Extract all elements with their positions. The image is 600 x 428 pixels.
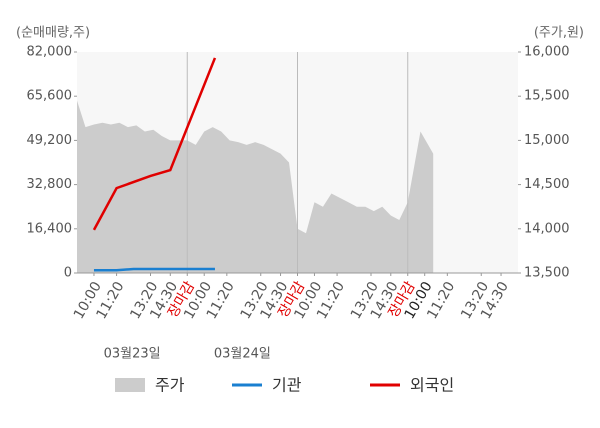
y2-tick-label: 13,500: [524, 266, 570, 281]
series-line: [92, 57, 217, 231]
y-tick-label: 49,200: [27, 133, 73, 148]
y2-tick-label: 14,000: [524, 221, 570, 236]
y2-tick-label: 16,000: [524, 45, 570, 60]
y2-tick-label: 15,000: [524, 133, 570, 148]
series-line: [93, 267, 215, 272]
date-label: 03월24일: [214, 347, 271, 362]
y-tick-label: 65,600: [27, 89, 73, 104]
y2-axis-title: (주가,원): [534, 26, 584, 41]
y2-tick-label: 15,500: [524, 89, 570, 104]
y2-tick-label: 14,500: [524, 177, 570, 192]
y-tick-label: 82,000: [27, 45, 73, 60]
legend-label: 주가: [155, 376, 185, 395]
legend-swatch: [115, 378, 145, 392]
legend-label: 기관: [272, 376, 302, 395]
legend-label: 외국인: [410, 376, 454, 395]
y-tick-label: 16,400: [27, 221, 73, 236]
y-tick-label: 0: [64, 266, 72, 281]
legend-item: 기관: [232, 376, 302, 395]
legend-item: 외국인: [370, 376, 454, 395]
price-area: [77, 100, 434, 274]
y-axis-title: (순매매량,주): [16, 26, 90, 41]
legend-item: 주가: [115, 376, 185, 395]
date-label: 03월23일: [104, 347, 161, 362]
y-tick-label: 32,800: [27, 177, 73, 192]
